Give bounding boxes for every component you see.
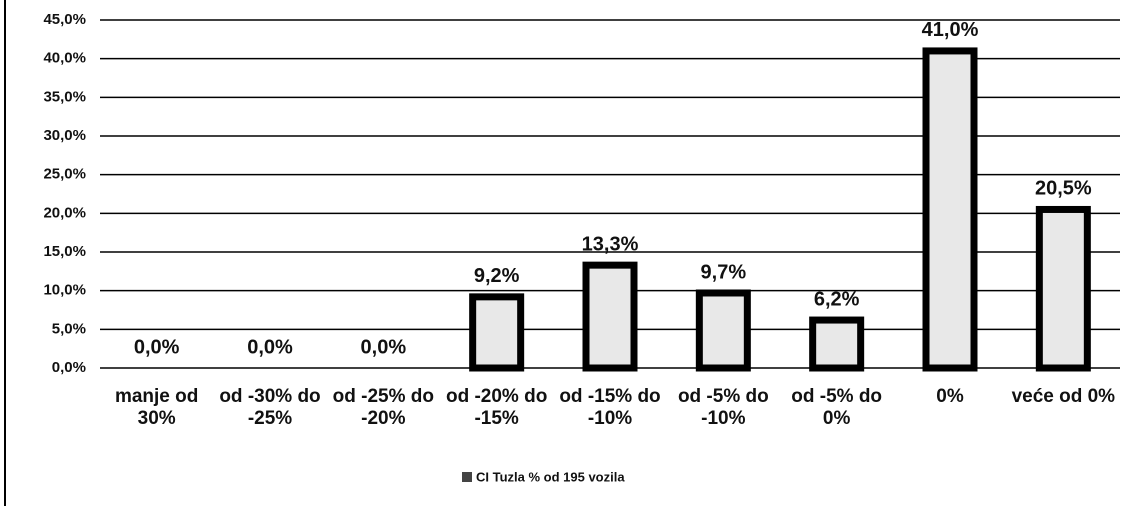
data-label: 6,2% [814,288,860,310]
data-label: 9,2% [474,265,520,287]
x-tick-label: manje od 30% [114,386,199,429]
data-label: 41,0% [922,19,979,41]
data-label: 9,7% [701,261,747,283]
data-label: 0,0% [361,336,407,358]
y-tick-label: 20,0% [43,204,86,221]
y-tick-label: 35,0% [43,88,86,105]
x-tick-label: od -5% do 0% [791,386,883,429]
bar [922,47,978,372]
data-label: 0,0% [134,336,180,358]
x-tick-label: od -30% do -25% [219,386,321,429]
bar [582,261,638,372]
y-tick-label: 30,0% [43,127,86,144]
y-tick-label: 25,0% [43,166,86,183]
data-label: 20,5% [1035,178,1092,200]
bar [695,289,751,372]
y-tick-label: 40,0% [43,50,86,67]
legend-label: CI Tuzla % od 195 vozila [476,469,625,484]
y-tick-label: 10,0% [43,282,86,299]
legend-swatch [462,472,472,482]
x-tick-label: od -25% do -20% [332,386,434,429]
x-tick-label: od -20% do -15% [445,386,548,429]
y-tick-label: 15,0% [43,243,86,260]
bar [1035,205,1091,372]
bar [809,316,865,372]
y-tick-label: 5,0% [52,320,86,337]
x-tick-label: veće od 0% [1011,386,1116,407]
bar [469,293,525,372]
y-tick-label: 45,0% [43,11,86,28]
y-tick-label: 0,0% [52,359,86,376]
x-tick-label: od -5% do -10% [677,386,769,429]
x-tick-label: od -15% do -10% [559,386,661,429]
x-tick-label: 0% [936,386,964,407]
data-label: 0,0% [247,336,293,358]
data-label: 13,3% [582,233,639,255]
